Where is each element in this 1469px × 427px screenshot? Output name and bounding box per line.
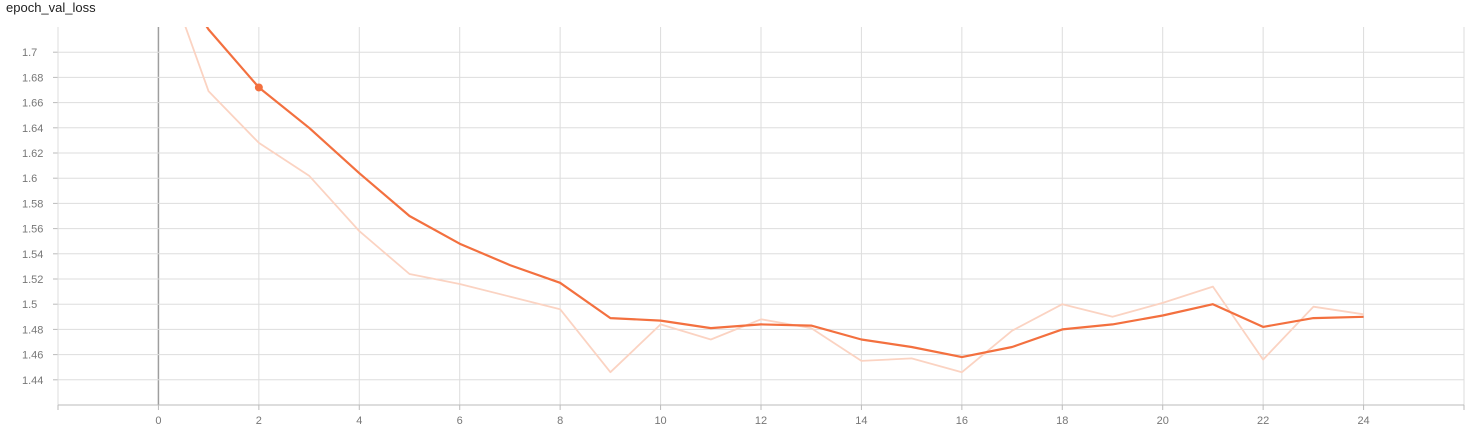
y-tick-label: 1.7 — [22, 47, 37, 59]
y-tick-label: 1.44 — [22, 375, 43, 387]
y-tick-label: 1.64 — [22, 123, 43, 135]
y-tick-label: 1.48 — [22, 324, 43, 336]
y-tick-label: 1.58 — [22, 198, 43, 210]
raw-series-line[interactable] — [158, 0, 1364, 374]
smoothed-series-line[interactable] — [158, 0, 1364, 359]
y-tick-label: 1.62 — [22, 148, 43, 160]
x-tick-label: 24 — [1357, 415, 1369, 427]
axes — [53, 27, 1465, 410]
x-tick-label: 10 — [654, 415, 666, 427]
y-tick-label: 1.54 — [22, 249, 43, 261]
y-tick-label: 1.56 — [22, 224, 43, 236]
x-tick-label: 4 — [356, 415, 362, 427]
x-tick-label: 20 — [1157, 415, 1169, 427]
y-tick-label: 1.46 — [22, 350, 43, 362]
x-tick-label: 6 — [457, 415, 463, 427]
hover-point-marker[interactable] — [254, 83, 263, 92]
x-tick-label: 0 — [155, 415, 161, 427]
x-tick-label: 8 — [557, 415, 563, 427]
x-tick-label: 14 — [855, 415, 867, 427]
x-tick-label: 22 — [1257, 415, 1269, 427]
y-tick-label: 1.6 — [22, 173, 37, 185]
y-tick-label: 1.68 — [22, 72, 43, 84]
y-tick-label: 1.52 — [22, 274, 43, 286]
grid-lines — [58, 27, 1464, 405]
tick-labels: 0 2 4 6 8 10 12 14 16 18 20 22 241.441.461.481.51.52… — [22, 47, 1370, 427]
x-tick-label: 2 — [256, 415, 262, 427]
chart-title: epoch_val_loss — [6, 0, 96, 15]
x-tick-label: 18 — [1056, 415, 1068, 427]
y-tick-label: 1.5 — [22, 299, 37, 311]
x-tick-label: 12 — [755, 415, 767, 427]
y-tick-label: 1.66 — [22, 98, 43, 110]
x-tick-label: 16 — [956, 415, 968, 427]
series-lines[interactable] — [158, 0, 1364, 374]
